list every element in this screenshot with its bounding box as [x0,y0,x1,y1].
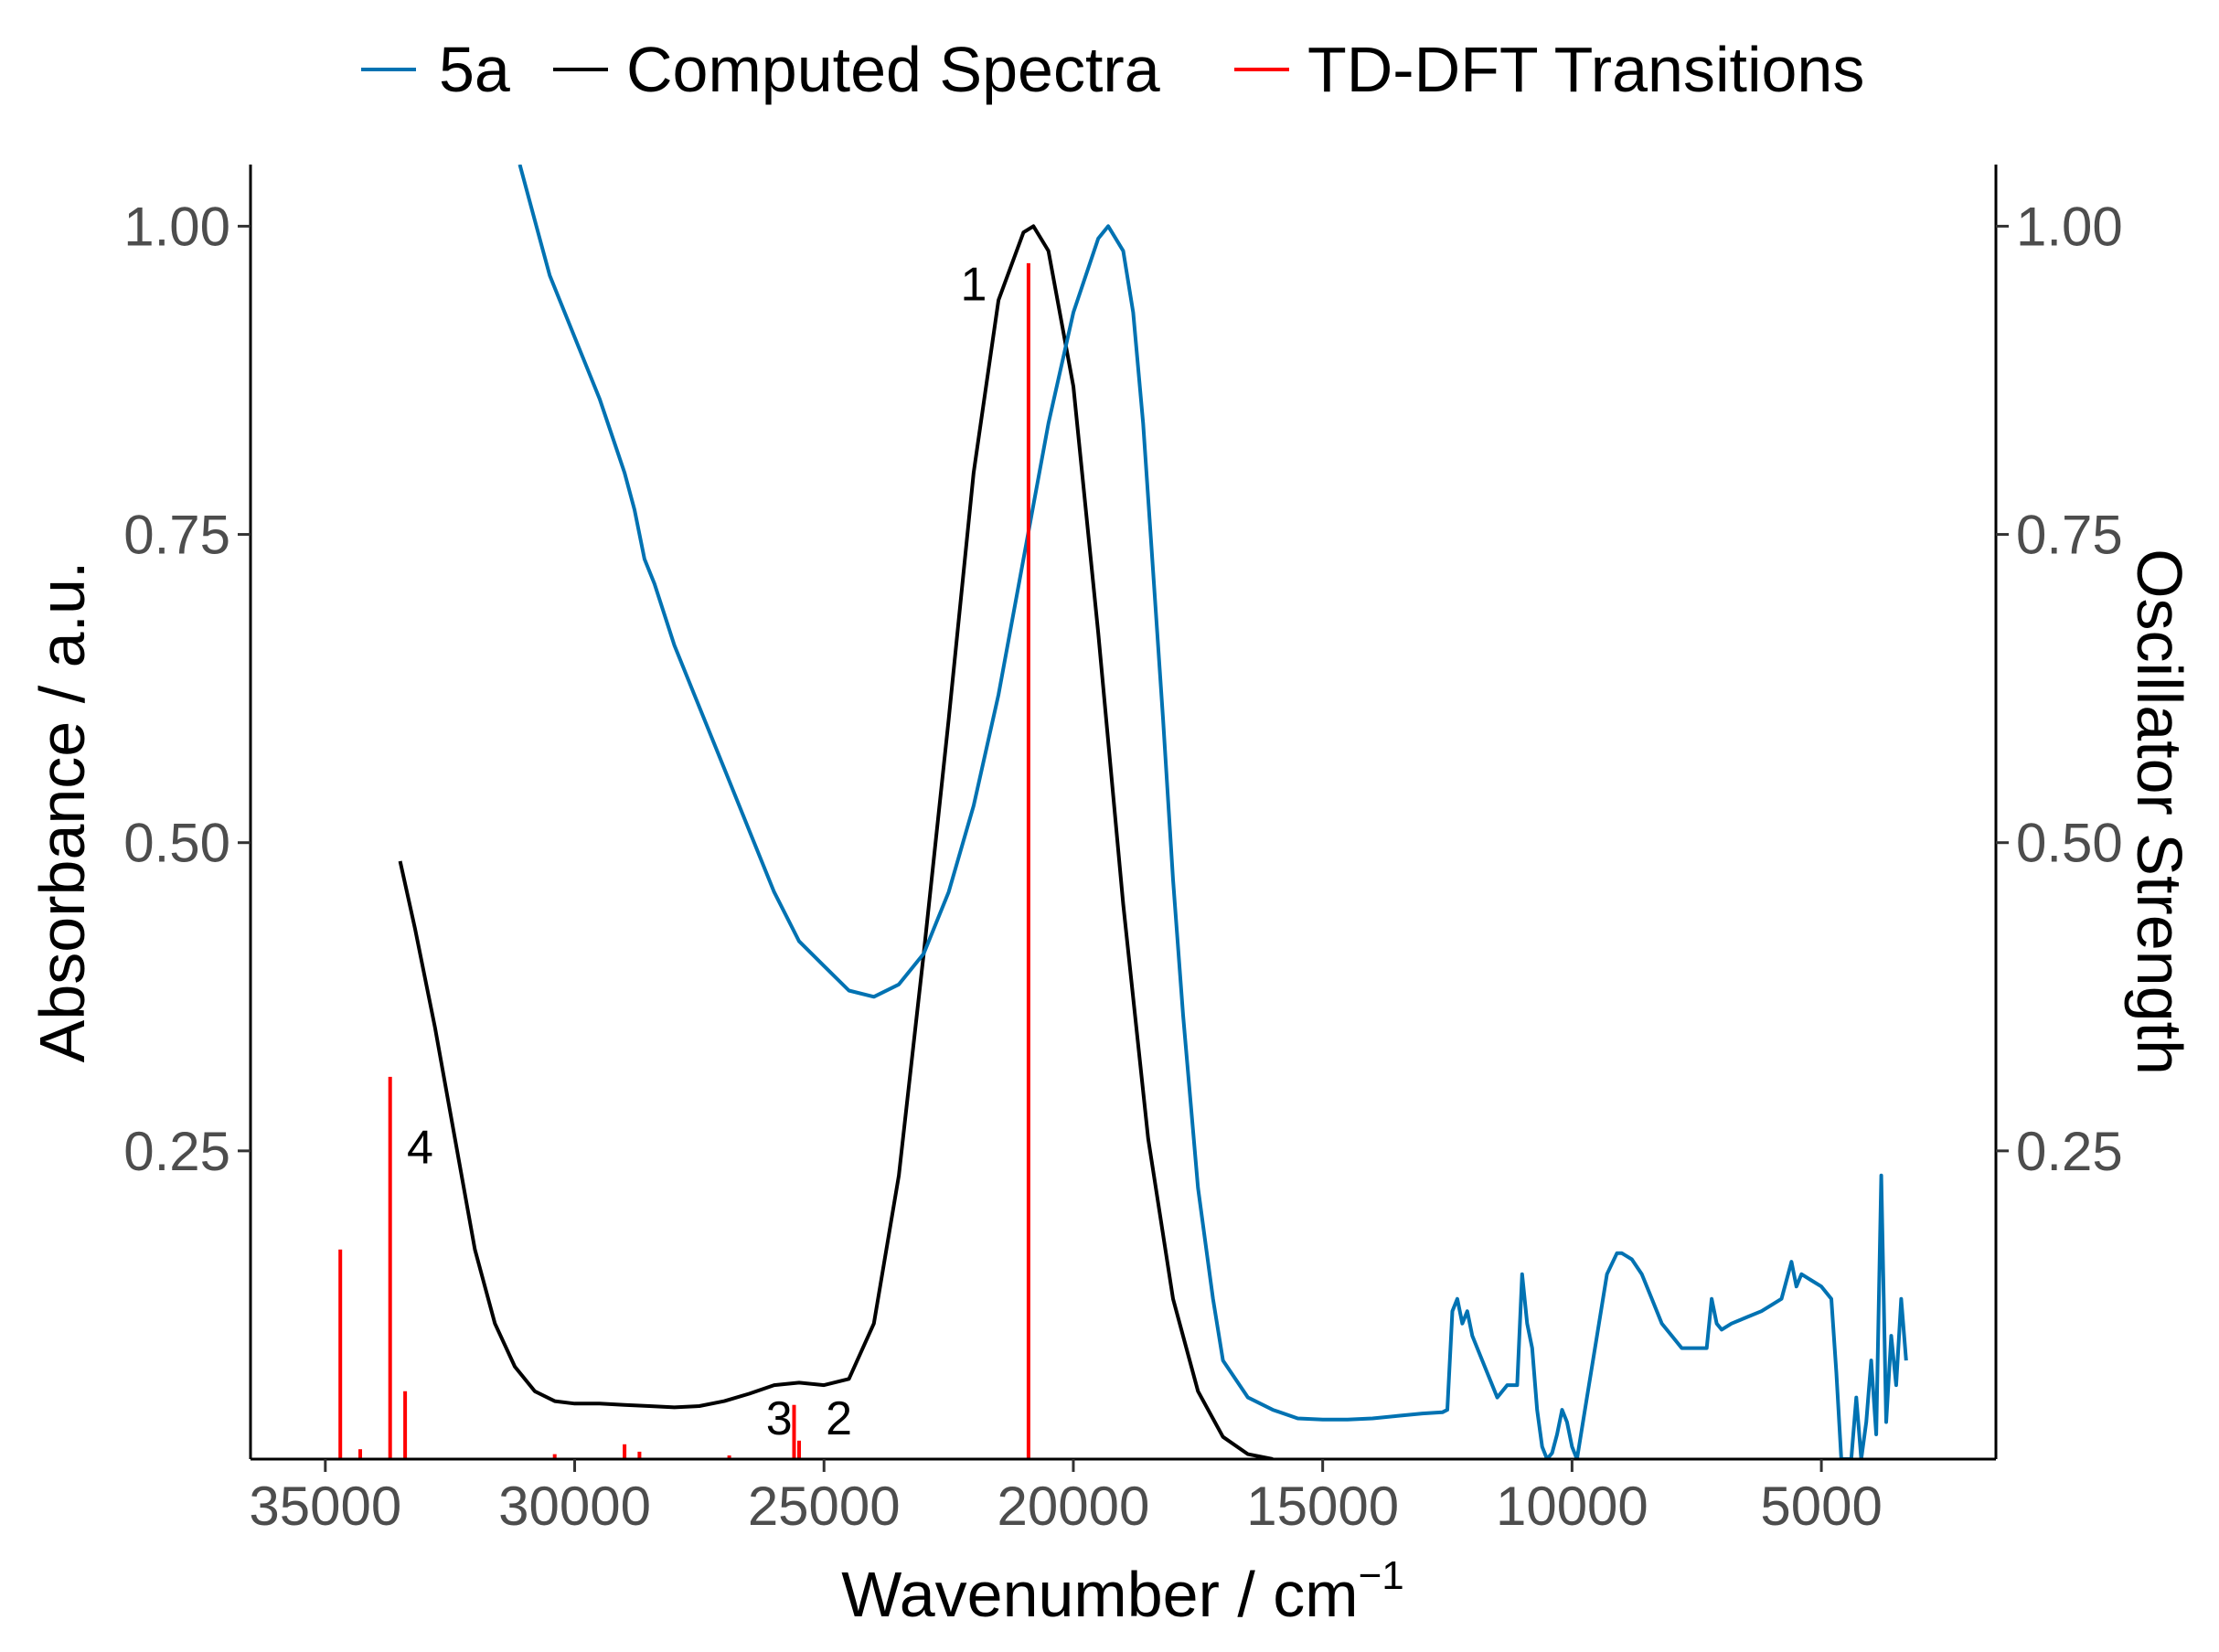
x-tick-label: 5000 [1760,1476,1882,1537]
legend-label-td-dft-transitions: TD-DFT Transitions [1307,34,1864,105]
y-tick-label-right: 0.25 [2016,1121,2123,1182]
x-tick-label: 35000 [249,1476,401,1537]
peak-label-4: 4 [407,1121,433,1174]
y-tick-label-right: 0.75 [2016,505,2123,566]
y-tick-label-right: 0.50 [2016,813,2123,874]
y-tick-label-left: 0.75 [123,505,230,566]
y-tick-label-left: 0.50 [123,813,230,874]
axes [249,165,1998,1461]
y-tick-label-right: 1.00 [2016,196,2123,257]
x-tick-label: 20000 [997,1476,1150,1537]
x-tick-label: 25000 [748,1476,901,1537]
peak-label-3: 3 [766,1392,793,1445]
x-tick-label: 15000 [1246,1476,1399,1537]
series-layer [398,165,1908,1459]
series-line-5a [517,165,1908,1459]
y-axis-right-title: Oscillator Strength [2124,549,2195,1075]
y-axis-left-title: Absorbance / a.u. [27,561,98,1063]
ticks: 35000 30000 25000 20000 15000 10000 5000 0.25 0.… [123,196,2123,1537]
y-tick-label-left: 1.00 [123,196,230,257]
x-tick-label: 30000 [498,1476,651,1537]
legend-label-computed-spectra: Computed Spectra [626,34,1160,105]
peak-label-2: 2 [826,1392,852,1445]
annotation-layer: 1 23 4 [407,258,987,1445]
series-line-computed-spectra [398,224,1274,1459]
y-tick-label-left: 0.25 [123,1121,230,1182]
transition-layer [338,262,1030,1459]
peak-label-1: 1 [960,258,987,311]
x-axis-title-main: Wavenumber / cm [841,1559,1358,1630]
x-axis-title-superscript: −1 [1359,1553,1404,1598]
legend: 5a Computed Spectra TD-DFT Transitions [361,34,1864,105]
x-axis-title: Wavenumber / cm−1 [841,1553,1404,1630]
legend-label-5a: 5a [439,34,510,105]
x-tick-label: 10000 [1496,1476,1648,1537]
